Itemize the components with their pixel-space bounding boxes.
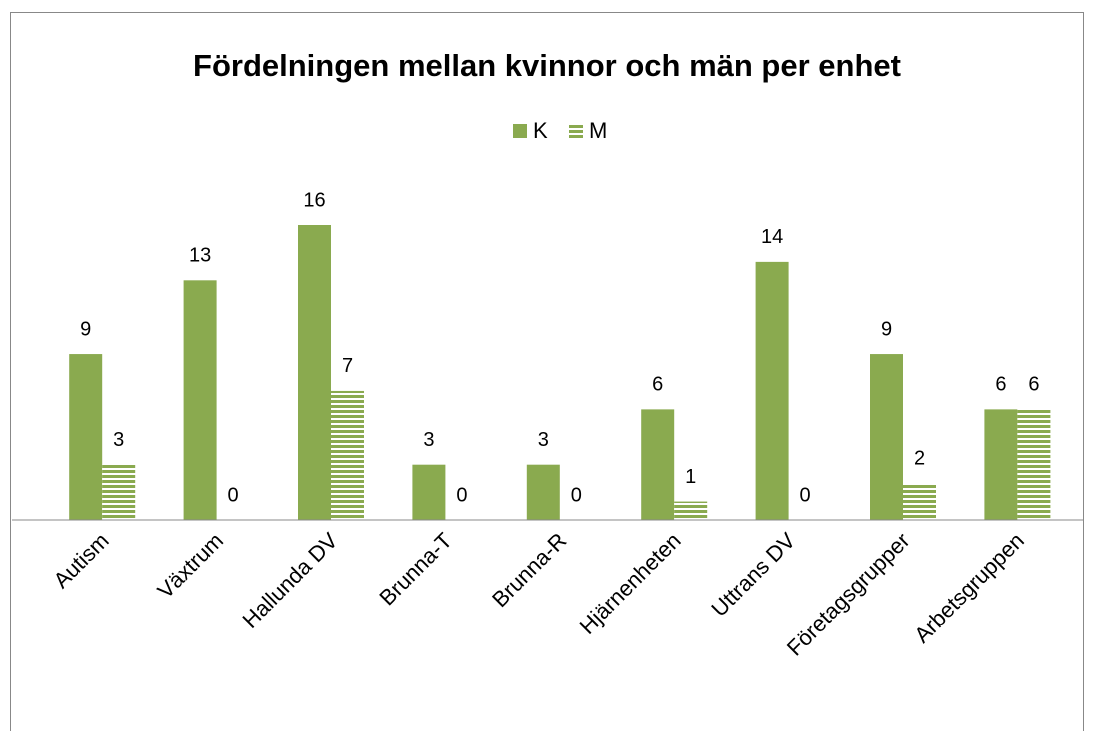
chart-title: Fördelningen mellan kvinnor och män per …	[193, 48, 901, 83]
bar	[183, 280, 217, 520]
bar	[298, 225, 331, 520]
data-label: 6	[1028, 374, 1039, 396]
bar	[69, 354, 103, 520]
bar	[674, 501, 708, 520]
data-label: 14	[761, 226, 783, 248]
data-label: 0	[571, 484, 582, 506]
bar	[1017, 409, 1051, 520]
bar	[102, 464, 136, 520]
data-label: 3	[538, 429, 549, 451]
data-label: 13	[189, 245, 211, 267]
bar	[755, 261, 789, 520]
data-label: 0	[456, 484, 467, 506]
bar	[870, 354, 903, 520]
bar	[903, 483, 936, 520]
data-label: 0	[228, 484, 239, 506]
legend-label: K	[533, 118, 548, 143]
data-label: 3	[423, 429, 434, 451]
legend-swatch	[513, 124, 527, 138]
data-label: 3	[113, 429, 124, 451]
bar	[526, 464, 560, 520]
data-label: 0	[800, 484, 811, 506]
data-label: 1	[685, 466, 696, 488]
bar	[412, 464, 446, 520]
data-label: 2	[914, 447, 925, 469]
data-label: 9	[80, 318, 91, 340]
legend-label: M	[589, 118, 607, 143]
data-label: 9	[881, 318, 892, 340]
bar	[331, 390, 364, 520]
legend-swatch	[569, 124, 583, 138]
bar	[641, 409, 675, 520]
bar	[984, 409, 1018, 520]
data-label: 16	[303, 189, 325, 211]
data-label: 7	[342, 355, 353, 377]
data-label: 6	[995, 374, 1006, 396]
data-label: 6	[652, 374, 663, 396]
